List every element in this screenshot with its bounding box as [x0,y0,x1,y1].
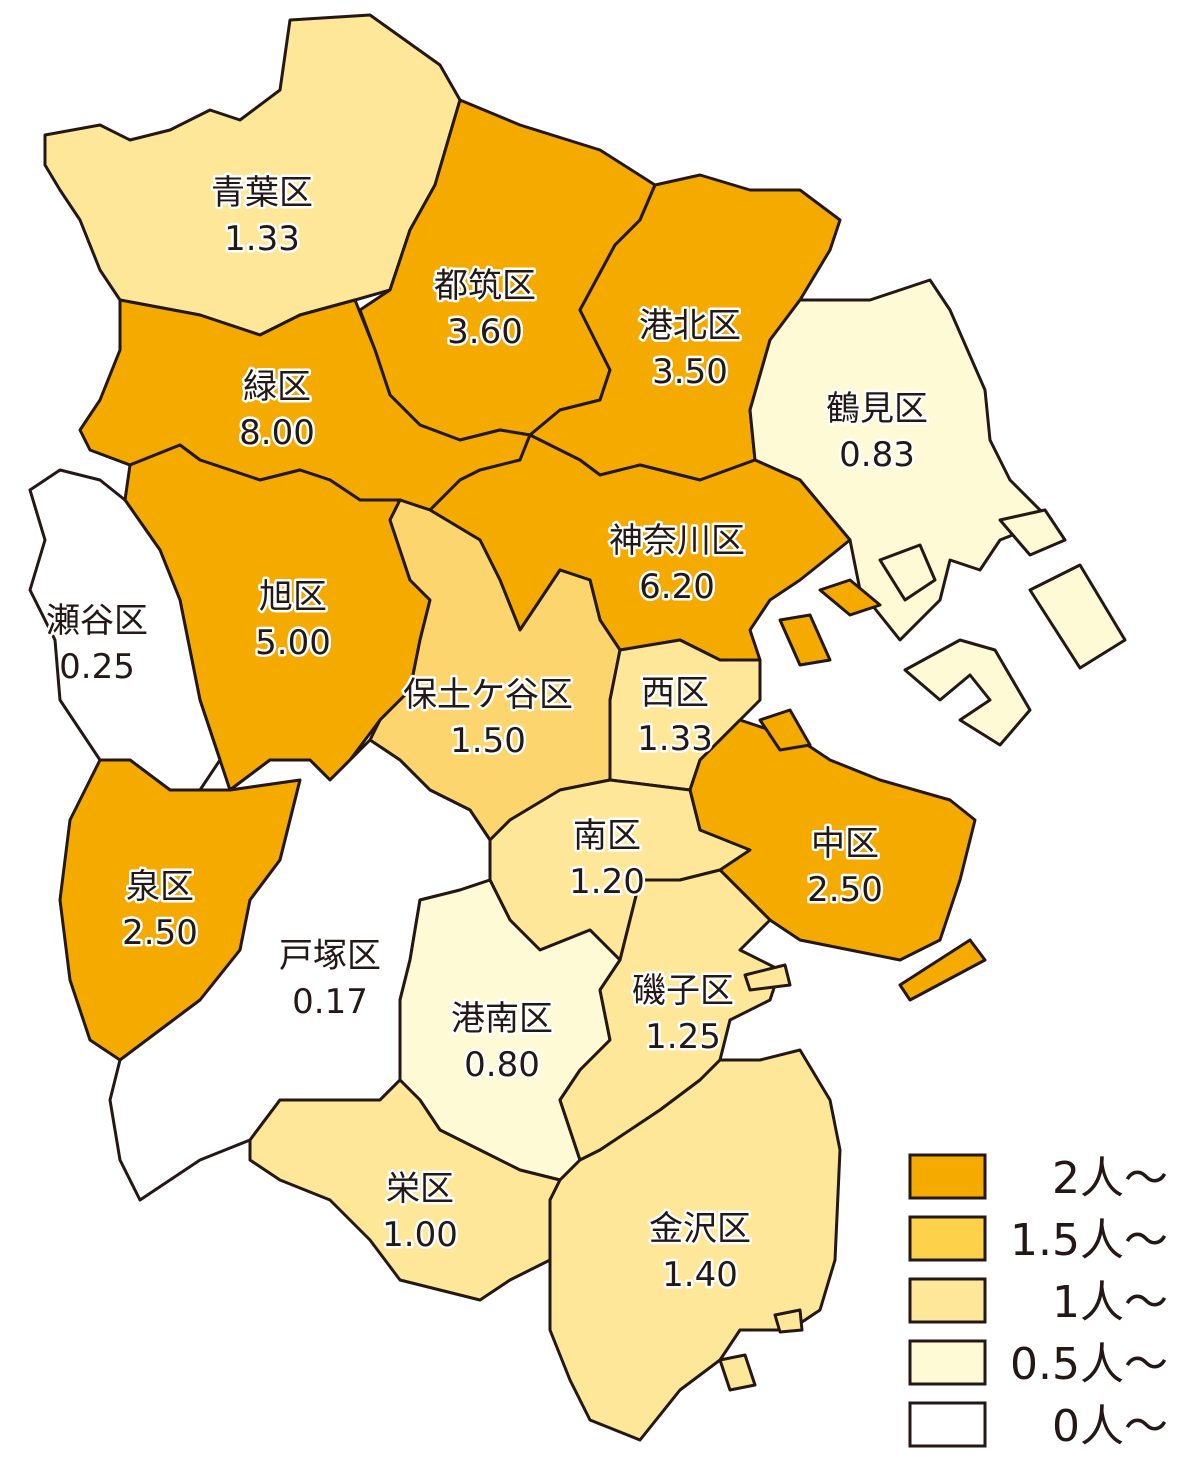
ward-name-label: 青葉区 [211,173,313,213]
ward-name-label: 港南区 [451,999,553,1039]
ward-name-label: 栄区 [386,1169,454,1209]
ward-name-label: 緑区 [243,367,311,407]
ward-name-label: 戸塚区 [279,936,381,976]
ward-name-label: 瀬谷区 [46,601,148,641]
ward-name-label: 西区 [641,673,709,713]
legend-swatch [908,1277,987,1324]
legend-swatch [908,1153,987,1200]
ward-value-label: 1.25 [645,1017,721,1057]
landfill-island [898,938,987,1002]
ward-name-label: 港北区 [639,306,741,346]
ward-value-label: 0.25 [59,647,135,687]
landfill-island [878,543,937,602]
ward-name-label: 泉区 [126,867,194,907]
legend-swatch [908,1339,987,1386]
legend-label: 1.5人～ [1010,1215,1168,1266]
ward-value-label: 1.50 [450,721,526,761]
ward-name-label: 旭区 [259,577,327,617]
ward-value-label: 1.33 [224,219,300,259]
ward-value-label: 1.20 [569,862,645,902]
landfill-island [998,508,1067,557]
landfill-island [743,963,792,992]
ward-name-label: 南区 [573,816,641,856]
ward-value-label: 1.33 [637,719,713,759]
ward-value-label: 6.20 [639,567,715,607]
ward-value-label: 2.50 [807,870,883,910]
ward-value-label: 5.00 [255,623,331,663]
ward-name-label: 都筑区 [434,266,536,306]
landfill-island [773,1308,804,1334]
ward-name-label: 保土ケ谷区 [403,675,573,715]
ward-name-label: 神奈川区 [609,521,745,561]
landfill-island [758,708,812,752]
ward-name-label: 中区 [811,824,879,864]
ward-value-label: 0.80 [464,1045,540,1085]
legend: 2人～ 1.5人～ 1人～ 0.5人～ 0人～ [908,1153,1168,1452]
landfill-island [903,638,1032,747]
ward-name-label: 鶴見区 [826,389,928,429]
ward-region [548,1048,842,1442]
legend-swatch [908,1215,987,1262]
ward-name-label: 金沢区 [649,1209,751,1249]
landfill-island [718,1353,757,1392]
ward-value-label: 0.17 [292,982,368,1022]
ward-value-label: 0.83 [839,435,915,475]
legend-label: 2人～ [1052,1153,1168,1204]
legend-label: 0人～ [1052,1401,1168,1452]
ward-value-label: 8.00 [239,413,315,453]
legend-swatch [908,1401,987,1448]
ward-name-label: 磯子区 [632,971,734,1011]
ward-value-label: 2.50 [122,913,198,953]
landfill-island [818,578,882,617]
landfill-island [778,613,832,667]
ward-region [558,868,782,1162]
ward-value-label: 1.40 [662,1255,738,1295]
ward-value-label: 1.00 [382,1215,458,1255]
landfill-island [1028,563,1127,670]
ward-value-label: 3.60 [447,312,523,352]
legend-label: 0.5人～ [1010,1339,1168,1390]
ward-value-label: 3.50 [652,352,728,392]
legend-label: 1人～ [1052,1277,1168,1328]
